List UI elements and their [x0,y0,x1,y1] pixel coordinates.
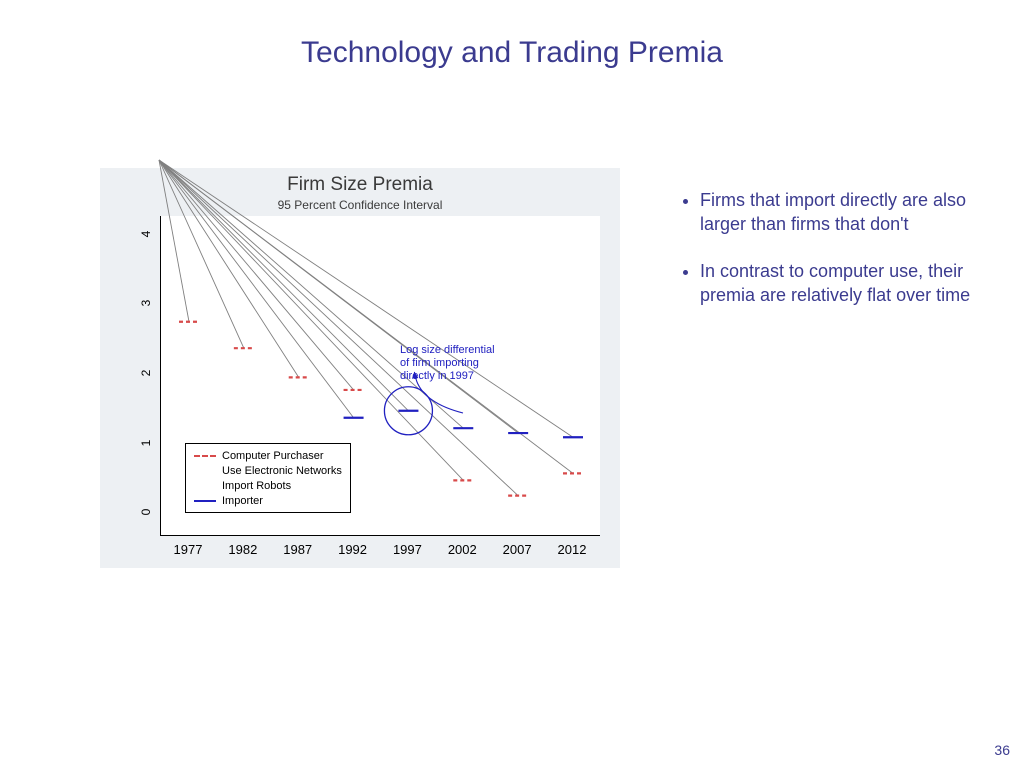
bullet-item: Firms that import directly are also larg… [700,188,1000,237]
y-tick-label: 2 [139,363,153,383]
legend-item: Use Electronic Networks [194,463,342,478]
x-tick-label: 1987 [278,542,318,557]
legend-label: Import Robots [222,480,291,492]
x-tick-label: 2012 [552,542,592,557]
y-tick-label: 1 [139,433,153,453]
y-tick-label: 4 [139,224,153,244]
page-number: 36 [994,742,1010,758]
x-tick-label: 2007 [497,542,537,557]
slide-title: Technology and Trading Premia [0,36,1024,70]
x-tick-label: 2002 [442,542,482,557]
x-tick-label: 1977 [168,542,208,557]
x-tick-label: 1982 [223,542,263,557]
annotation-text: Log size differentialof firm importingdi… [400,344,495,384]
y-tick-label: 0 [139,502,153,522]
legend-label: Use Electronic Networks [222,465,342,477]
legend-label: Importer [222,495,263,507]
y-tick-label: 3 [139,293,153,313]
legend-label: Computer Purchaser [222,450,324,462]
legend-item: Import Robots [194,478,342,493]
legend-item: Importer [194,493,342,508]
x-tick-label: 1992 [333,542,373,557]
bullet-list: Firms that import directly are also larg… [680,188,1000,329]
x-tick-label: 1997 [387,542,427,557]
legend: Computer Purchaser Use Electronic Network… [185,443,351,513]
chart-subtitle: 95 Percent Confidence Interval [100,198,620,212]
bullet-item: In contrast to computer use, their premi… [700,259,1000,308]
legend-item: Computer Purchaser [194,448,342,463]
firm-size-premia-chart: Firm Size Premia 95 Percent Confidence I… [100,168,620,568]
